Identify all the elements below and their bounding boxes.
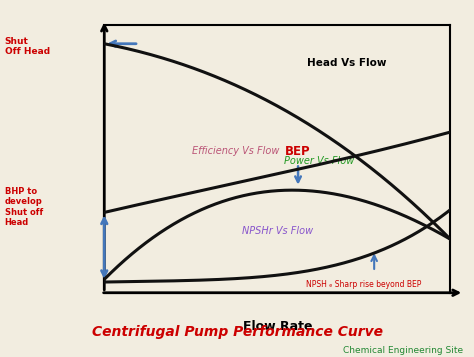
Text: Head Vs Flow: Head Vs Flow — [307, 58, 386, 68]
Text: Centrifugal Pump Performance Curve: Centrifugal Pump Performance Curve — [91, 325, 383, 338]
Text: BEP: BEP — [285, 145, 311, 158]
Text: Flow Rate: Flow Rate — [243, 320, 312, 332]
Text: NPSHr Vs Flow: NPSHr Vs Flow — [242, 226, 313, 236]
Text: Power Vs Flow: Power Vs Flow — [283, 156, 354, 166]
Text: BHP to
develop
Shut off
Head: BHP to develop Shut off Head — [5, 187, 43, 227]
Text: Chemical Engineering Site: Chemical Engineering Site — [343, 346, 463, 356]
Text: Shut
Off Head: Shut Off Head — [5, 37, 50, 56]
Text: Efficiency Vs Flow: Efficiency Vs Flow — [192, 146, 280, 156]
Text: NPSH ₑ Sharp rise beyond BEP: NPSH ₑ Sharp rise beyond BEP — [306, 280, 421, 289]
